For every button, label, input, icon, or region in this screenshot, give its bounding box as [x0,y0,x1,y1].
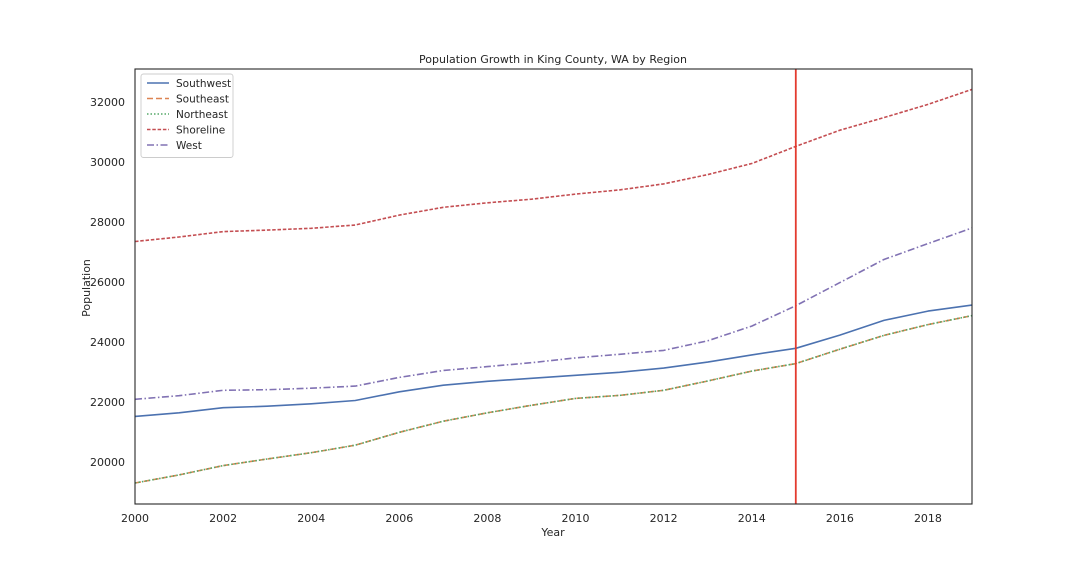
x-tick-label: 2010 [562,512,590,525]
legend: Southwest Southeast Northeast Shoreline West [140,73,234,158]
series-line-shoreline [134,88,973,243]
y-tick-label: 32000 [90,96,125,109]
legend-label-west: West [176,140,202,152]
chart-title: Population Growth in King County, WA by … [419,53,687,66]
x-tick-label: 2018 [914,512,942,525]
series-line-southeast [134,314,973,484]
y-tick-label: 26000 [90,276,125,289]
legend-label-shoreline: Shoreline [176,124,225,136]
plot-frame [134,68,973,505]
x-tick-label: 2000 [121,512,149,525]
series-line-southwest [134,304,973,418]
legend-box [140,73,234,158]
y-tick-label: 28000 [90,216,125,229]
x-tick-label: 2008 [473,512,501,525]
y-tick-label: 24000 [90,336,125,349]
legend-label-southwest: Southwest [176,78,231,90]
x-tick-label: 2004 [297,512,325,525]
x-axis-label: Year [540,526,565,539]
legend-label-northeast: Northeast [176,109,228,121]
x-tick-label: 2002 [209,512,237,525]
axis-ticks: 2000 2002 2004 2006 2008 2010 2012 2014 2016 2018… [90,96,942,525]
x-tick-label: 2012 [650,512,678,525]
series-line-west [134,227,973,401]
legend-label-southeast: Southeast [176,93,229,105]
x-tick-label: 2016 [826,512,854,525]
y-tick-label: 20000 [90,456,125,469]
y-tick-label: 22000 [90,396,125,409]
y-axis-label: Population [80,259,93,317]
x-tick-label: 2006 [385,512,413,525]
x-tick-label: 2014 [738,512,766,525]
series-line-northeast [134,314,973,484]
plot-area [134,68,973,505]
y-tick-label: 30000 [90,156,125,169]
